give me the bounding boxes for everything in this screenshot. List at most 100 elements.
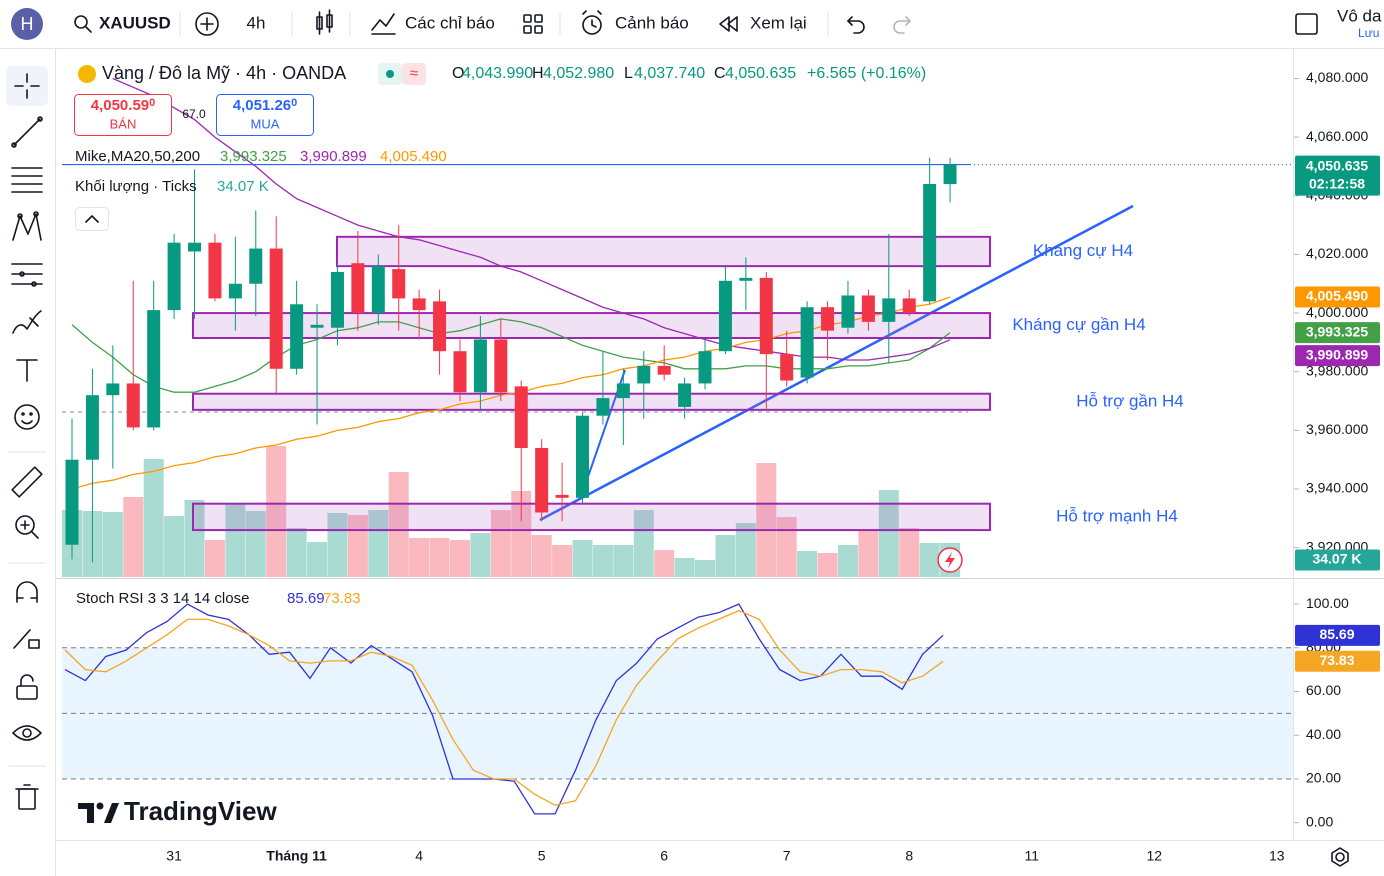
y-tick-label: 4,020.000 — [1306, 245, 1368, 261]
candle-body — [739, 277, 753, 281]
candle-body — [514, 386, 528, 448]
candle-body — [698, 351, 712, 384]
ohlc-value: 4,050.635 — [725, 65, 796, 82]
symbol[interactable]: XAUUSD — [99, 13, 171, 32]
chart-type-icon[interactable] — [316, 9, 333, 35]
visibility-tool[interactable] — [12, 725, 42, 741]
x-tick-label: 11 — [1024, 848, 1039, 864]
volume-bar — [797, 551, 818, 577]
volume-bar — [470, 533, 491, 577]
replay-icon[interactable] — [719, 16, 738, 32]
brush-tool[interactable] — [12, 310, 42, 334]
fib-tool[interactable] — [11, 167, 43, 193]
last-price-label-text: 02:12:58 — [1309, 175, 1365, 191]
zoom-tool[interactable] — [15, 515, 39, 539]
candle-body — [330, 272, 344, 328]
collapse-icon — [85, 215, 99, 223]
stoch-line — [64, 609, 944, 806]
market-dot — [386, 70, 394, 78]
account-name[interactable]: Vô da — [1337, 6, 1382, 25]
buy-price-tail: 0 — [291, 97, 297, 109]
sell-price-main: 4,050.59 — [91, 97, 149, 114]
trend-line — [539, 204, 1134, 522]
ruler-tool[interactable] — [11, 466, 43, 498]
avatar[interactable] — [11, 8, 43, 40]
crosshair-tool[interactable] — [14, 73, 40, 99]
text-tool[interactable] — [16, 359, 38, 382]
alerts-button[interactable]: Cảnh báo — [615, 13, 689, 32]
volume-name[interactable]: Khối lượng · Ticks — [75, 178, 197, 195]
volume-bar — [327, 513, 348, 577]
indicators-button[interactable]: Các chỉ báo — [405, 13, 495, 32]
stoch-tick-label: 40.00 — [1306, 726, 1341, 742]
checkbox-icon[interactable] — [1295, 13, 1318, 35]
redo-icon[interactable] — [893, 16, 911, 34]
volume-bar — [919, 543, 940, 577]
volume-bar — [858, 530, 879, 577]
ohlc-value: 4,043.990 — [462, 65, 533, 82]
delete-tool[interactable] — [15, 784, 39, 810]
buy-button[interactable] — [216, 94, 314, 136]
undo-icon[interactable] — [847, 16, 865, 34]
candle-body — [147, 310, 161, 428]
stoch-name[interactable]: Stoch RSI 3 3 14 14 close — [76, 590, 249, 607]
alert-icon[interactable] — [582, 10, 602, 35]
collapse-button[interactable] — [75, 207, 109, 231]
volume-bar — [776, 517, 797, 577]
volume-bar — [633, 510, 654, 577]
stoch-price-label — [1295, 624, 1380, 646]
candle-body — [188, 242, 202, 252]
delay-badge[interactable] — [402, 63, 426, 85]
volume-bar — [695, 560, 716, 577]
volume-bar — [409, 538, 430, 577]
ma-price-label — [1295, 322, 1380, 344]
candle-body — [800, 307, 814, 378]
search-icon[interactable] — [74, 15, 92, 33]
volume-bar — [368, 510, 389, 577]
candle-body — [596, 398, 610, 416]
stoch-price-label-text: 85.69 — [1319, 626, 1354, 642]
lock-tool[interactable] — [16, 674, 38, 700]
save-link[interactable]: Lưu — [1358, 26, 1379, 40]
sell-button[interactable] — [74, 94, 172, 136]
ma-name[interactable]: Mike,MA20,50,200 — [75, 148, 200, 165]
candle-body — [290, 304, 304, 369]
ma-value: 3,993.325 — [220, 148, 287, 165]
indicators-icon[interactable] — [371, 13, 396, 35]
volume-bar — [307, 542, 328, 577]
layouts-icon[interactable] — [523, 14, 543, 34]
zone — [336, 235, 991, 268]
trendline-tool[interactable] — [11, 116, 43, 148]
pattern-tool[interactable] — [12, 211, 42, 241]
forecast-tool[interactable] — [11, 263, 43, 287]
candle-body — [576, 415, 589, 498]
ohlc-key: C — [714, 65, 726, 82]
interval[interactable]: 4h — [247, 13, 266, 32]
emoji-tool[interactable] — [14, 404, 40, 430]
volume-bar — [837, 545, 858, 577]
sell-price: 4,050.590 — [91, 97, 156, 114]
magnet-tool[interactable] — [16, 581, 38, 603]
lock-drawing-tool[interactable] — [13, 629, 40, 649]
legend: Vàng / Đô la Mỹ · 4h · OANDA ≈ O 4,043.9… — [74, 63, 963, 607]
candle-body — [494, 339, 508, 393]
settings-icon[interactable] — [1331, 847, 1349, 867]
volume-label — [1295, 549, 1380, 571]
volume-bar — [531, 535, 552, 577]
replay-button[interactable]: Xem lại — [750, 13, 807, 32]
x-tick-label: 12 — [1146, 848, 1162, 864]
volume-bar — [817, 553, 838, 577]
ma-price-label-text: 3,993.325 — [1306, 323, 1368, 339]
candle-body — [943, 164, 957, 185]
y-tick-label: 3,980.000 — [1306, 362, 1368, 378]
volume-bar — [266, 446, 287, 577]
add-symbol-icon[interactable] — [195, 12, 219, 36]
candle-body — [371, 266, 385, 314]
volume-bar — [552, 545, 573, 577]
symbol-title[interactable]: Vàng / Đô la Mỹ · 4h · OANDA — [102, 63, 346, 83]
volume-bar — [899, 528, 920, 577]
candle-body — [126, 383, 140, 428]
ma-price-label — [1295, 345, 1380, 367]
stoch-price-label-text: 73.83 — [1319, 652, 1354, 668]
